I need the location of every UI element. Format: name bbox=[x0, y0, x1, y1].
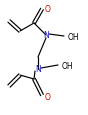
Text: O: O bbox=[45, 4, 51, 13]
Text: OH: OH bbox=[62, 62, 74, 71]
Text: N: N bbox=[43, 31, 49, 40]
Text: OH: OH bbox=[68, 33, 80, 42]
Text: O: O bbox=[45, 93, 51, 102]
Text: N: N bbox=[35, 65, 41, 74]
